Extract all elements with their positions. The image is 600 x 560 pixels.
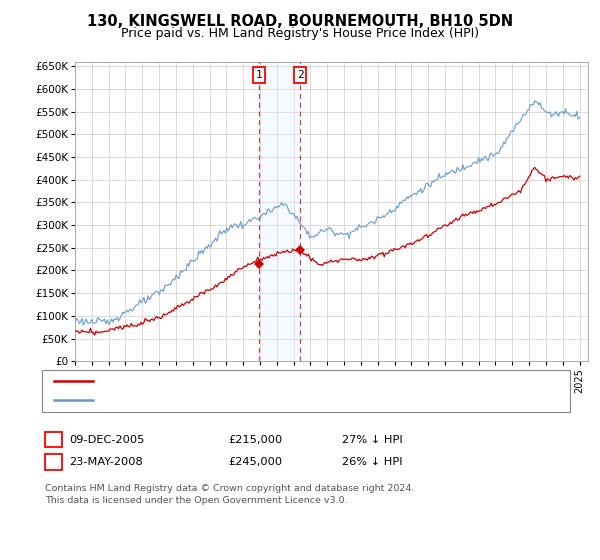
Text: 130, KINGSWELL ROAD, BOURNEMOUTH, BH10 5DN (detached house): 130, KINGSWELL ROAD, BOURNEMOUTH, BH10 5… [99,376,484,386]
Text: 27% ↓ HPI: 27% ↓ HPI [342,435,403,445]
Text: 1: 1 [50,435,57,445]
Text: Contains HM Land Registry data © Crown copyright and database right 2024.
This d: Contains HM Land Registry data © Crown c… [45,484,415,505]
Bar [259,62,300,361]
Text: £215,000: £215,000 [228,435,282,445]
Text: 23-MAY-2008: 23-MAY-2008 [69,457,143,467]
Text: 1: 1 [256,70,262,80]
Text: 130, KINGSWELL ROAD, BOURNEMOUTH, BH10 5DN: 130, KINGSWELL ROAD, BOURNEMOUTH, BH10 5… [87,14,513,29]
Text: 26% ↓ HPI: 26% ↓ HPI [342,457,403,467]
Text: 2: 2 [297,70,304,80]
Text: 2: 2 [50,457,57,467]
Text: HPI: Average price, detached house, Bournemouth Christchurch and Poole: HPI: Average price, detached house, Bour… [99,395,505,405]
Text: 09-DEC-2005: 09-DEC-2005 [69,435,145,445]
Text: £245,000: £245,000 [228,457,282,467]
Text: Price paid vs. HM Land Registry's House Price Index (HPI): Price paid vs. HM Land Registry's House … [121,27,479,40]
